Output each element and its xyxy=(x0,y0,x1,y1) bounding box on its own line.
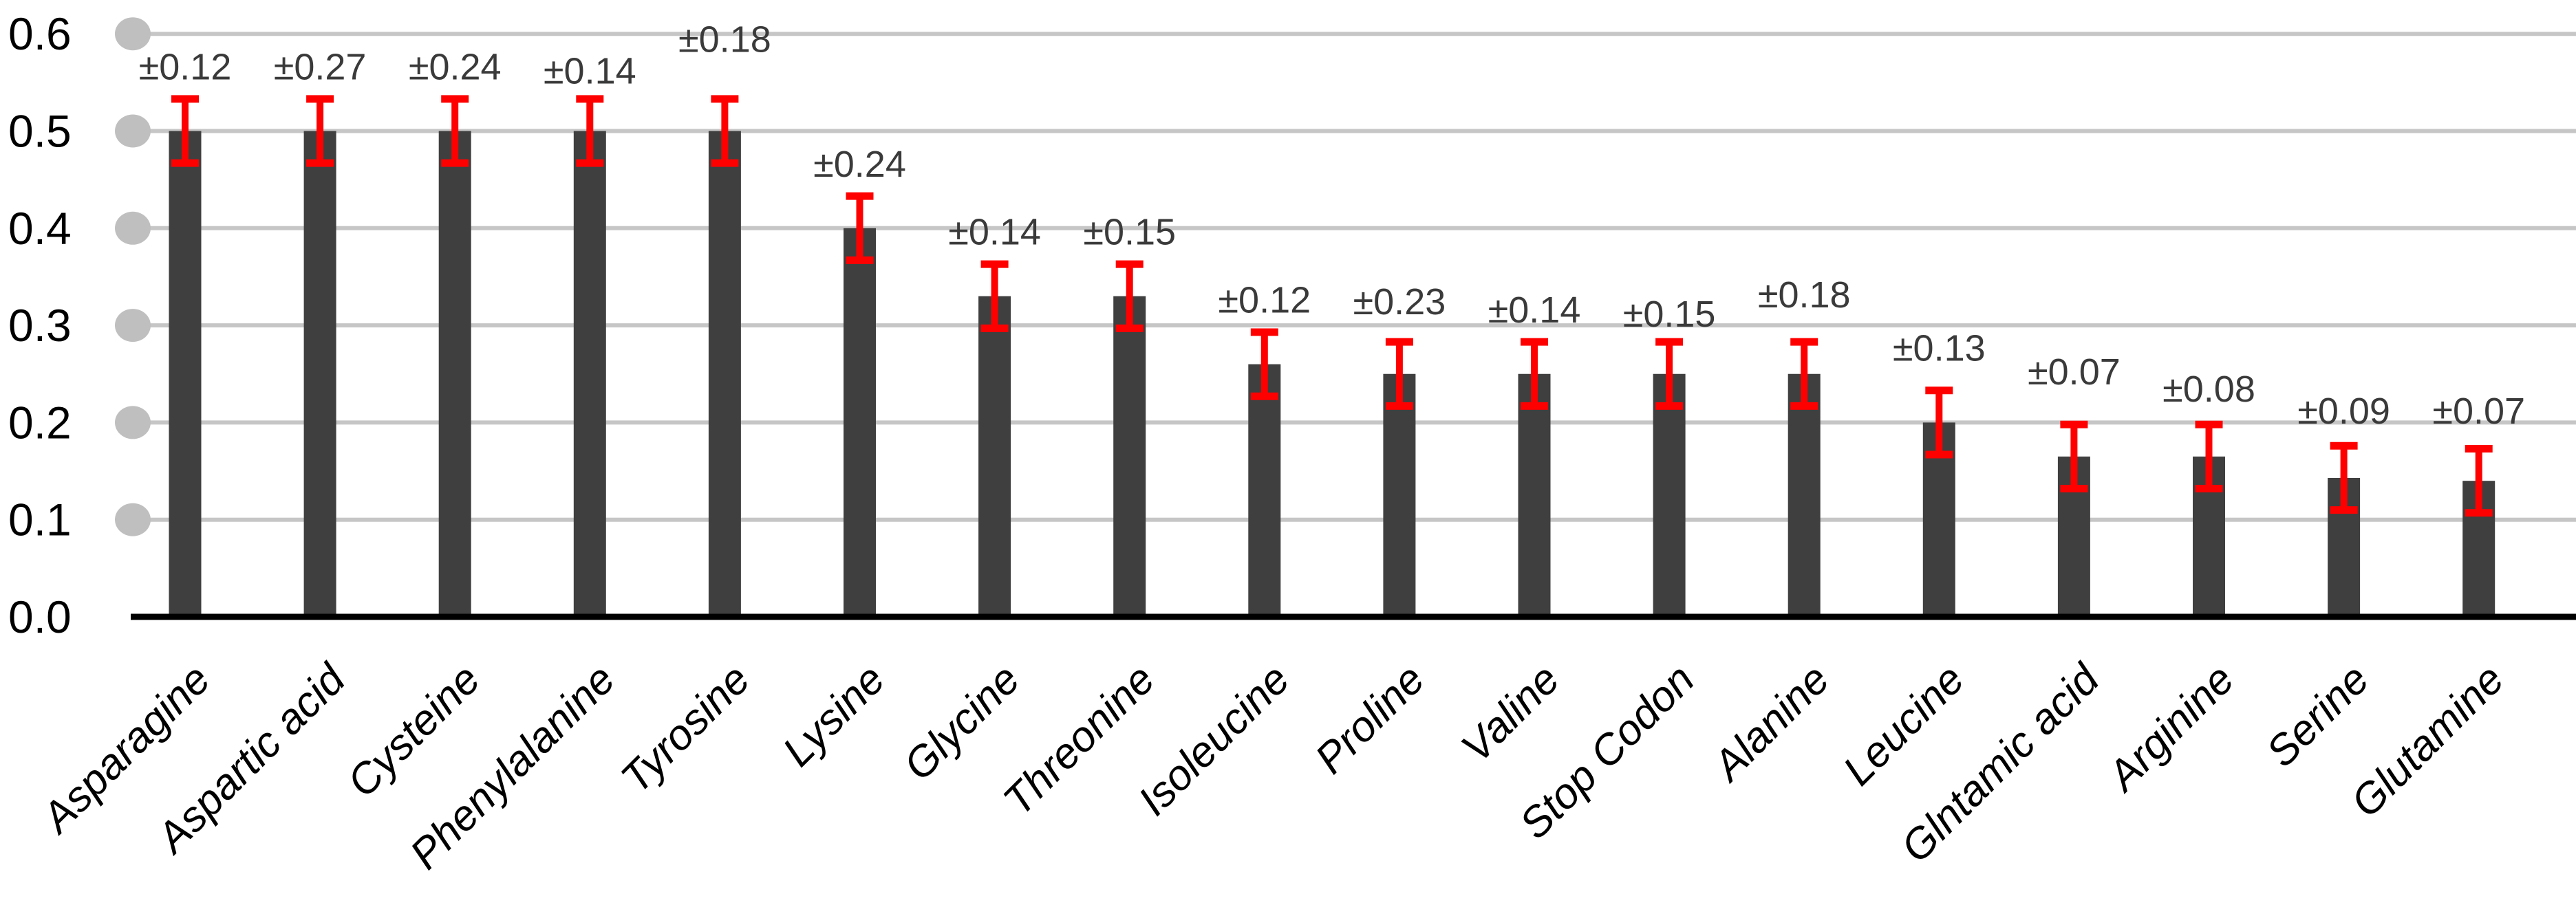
error-value-label: ±0.14 xyxy=(544,51,636,92)
y-tick-label: 0.0 xyxy=(8,591,72,642)
error-value-label: ±0.23 xyxy=(1353,281,1446,323)
category-label: Serine xyxy=(2257,655,2379,776)
y-tick-label: 0.1 xyxy=(8,494,72,545)
y-tick-label: 0.2 xyxy=(8,397,72,448)
category-label: Lysine xyxy=(774,655,894,776)
category-label: Proline xyxy=(1307,655,1434,783)
error-value-label: ±0.07 xyxy=(2432,391,2525,432)
gridline-marker-icon xyxy=(115,211,151,245)
bar xyxy=(708,131,741,617)
error-value-label: ±0.12 xyxy=(139,47,232,88)
y-tick-label: 0.4 xyxy=(8,203,72,254)
bar xyxy=(1113,296,1146,617)
y-tick-label: 0.3 xyxy=(8,300,72,351)
error-value-label: ±0.14 xyxy=(1488,290,1581,331)
gridline-marker-icon xyxy=(115,503,151,536)
bar xyxy=(1518,373,1551,617)
error-value-label: ±0.14 xyxy=(948,212,1041,253)
y-tick-label: 0.6 xyxy=(8,8,72,59)
gridline-marker-icon xyxy=(115,406,151,439)
bar xyxy=(1383,373,1416,617)
y-tick-label: 0.5 xyxy=(8,106,72,157)
bar xyxy=(438,131,471,617)
error-value-label: ±0.15 xyxy=(1083,212,1176,253)
gridline-marker-icon xyxy=(115,309,151,342)
category-label: Arginine xyxy=(2097,655,2243,801)
bar xyxy=(169,131,202,617)
gridline-marker-icon xyxy=(115,114,151,148)
category-label: Valine xyxy=(1452,655,1569,772)
bar xyxy=(1788,373,1821,617)
category-label: Leucine xyxy=(1834,655,1973,794)
error-value-label: ±0.08 xyxy=(2162,369,2255,410)
bar xyxy=(978,296,1011,617)
error-value-label: ±0.12 xyxy=(1218,280,1311,321)
gridline-marker-icon xyxy=(115,17,151,51)
bar xyxy=(844,228,876,617)
bar xyxy=(303,131,336,617)
error-value-label: ±0.07 xyxy=(2028,351,2121,393)
error-value-label: ±0.13 xyxy=(1893,327,1986,369)
bar xyxy=(1653,373,1686,617)
error-value-label: ±0.18 xyxy=(678,19,771,61)
bar xyxy=(1248,364,1281,617)
error-value-label: ±0.15 xyxy=(1623,294,1716,335)
category-label: Alanine xyxy=(1702,655,1838,792)
error-value-label: ±0.27 xyxy=(274,47,367,88)
category-label: Glycine xyxy=(895,655,1029,789)
error-value-label: ±0.18 xyxy=(1758,274,1851,316)
error-value-label: ±0.24 xyxy=(813,144,906,185)
error-value-label: ±0.09 xyxy=(2297,391,2390,432)
error-value-label: ±0.24 xyxy=(409,47,502,88)
category-label: Tyrosine xyxy=(612,655,760,803)
bar xyxy=(573,131,606,617)
